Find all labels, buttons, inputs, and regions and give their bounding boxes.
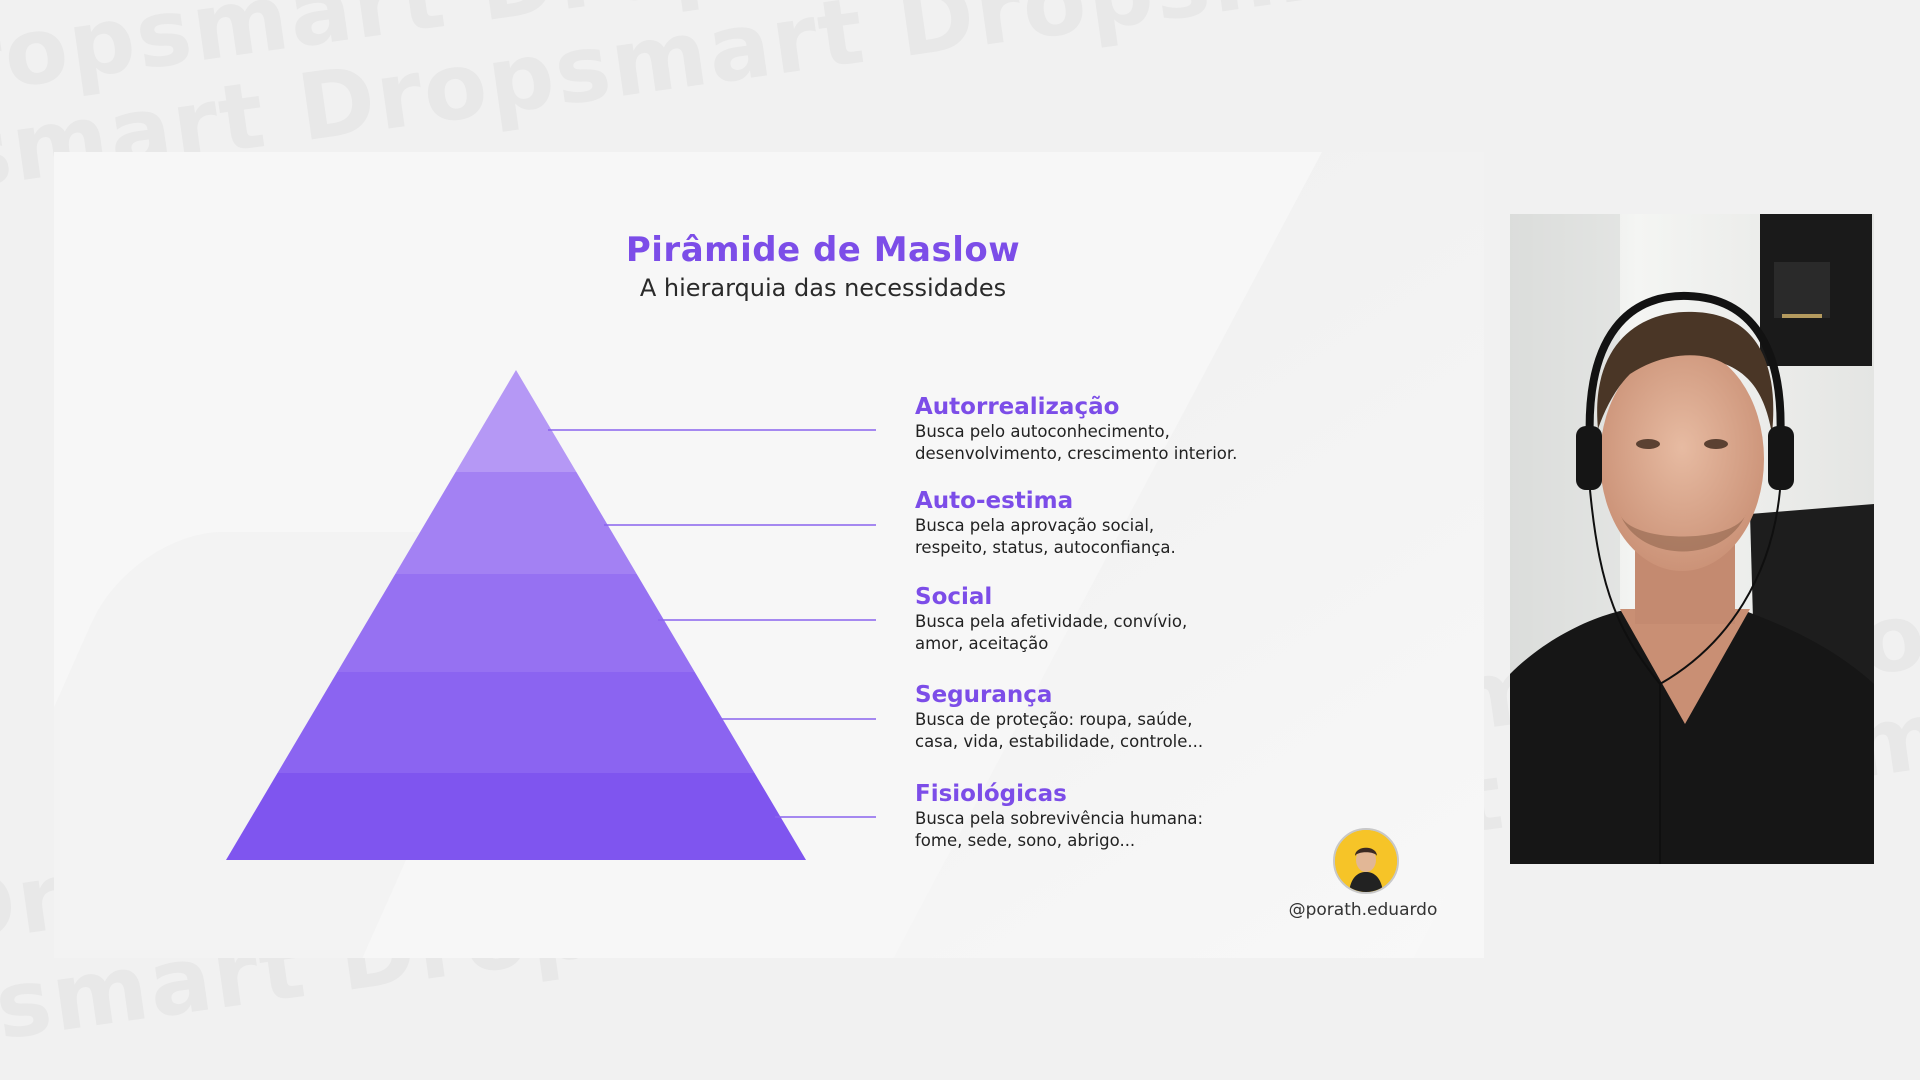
level-title: Autorrealização	[915, 394, 1120, 420]
level-description: Busca pelo autoconhecimento,	[915, 422, 1170, 441]
watermark-text: Dropsmart Dropsmart Dropsmart Dropsmart …	[0, 0, 1920, 126]
presenter-handle: @porath.eduardo	[1288, 900, 1438, 920]
level-description: amor, aceitação	[915, 634, 1049, 653]
slide-subtitle: A hierarquia das necessidades	[639, 274, 1007, 302]
presentation-slide: Pirâmide de Maslow A hierarquia das nece…	[54, 152, 1484, 958]
level-title: Segurança	[915, 682, 1053, 708]
level-title: Auto-estima	[915, 488, 1074, 514]
level-description: Busca pela afetividade, convívio,	[915, 612, 1188, 631]
pyramid-level-fisiologicas	[226, 773, 806, 860]
level-seguranca: Segurança Busca de proteção: roupa, saúd…	[915, 682, 1355, 752]
level-title: Fisiológicas	[915, 781, 1067, 807]
level-autorrealizacao: Autorrealização Busca pelo autoconhecime…	[915, 394, 1355, 464]
level-description: Busca pela aprovação social,	[915, 516, 1155, 535]
level-auto-estima: Auto-estima Busca pela aprovação social,…	[915, 488, 1355, 558]
presenter-avatar-icon	[1333, 828, 1399, 894]
level-fisiologicas: Fisiológicas Busca pela sobrevivência hu…	[915, 781, 1355, 851]
level-description: Busca de proteção: roupa, saúde,	[915, 710, 1193, 729]
level-description: fome, sede, sono, abrigo...	[915, 831, 1136, 850]
level-description: respeito, status, autoconfiança.	[915, 538, 1176, 557]
level-social: Social Busca pela afetividade, convívio,…	[915, 584, 1355, 654]
level-title: Social	[915, 584, 993, 610]
level-description: Busca pela sobrevivência humana:	[915, 809, 1204, 828]
webcam-presenter-icon	[1510, 214, 1874, 864]
slide-title: Pirâmide de Maslow	[625, 230, 1021, 270]
level-description: casa, vida, estabilidade, controle...	[915, 732, 1204, 751]
maslow-pyramid	[226, 370, 876, 860]
level-description: desenvolvimento, crescimento interior.	[915, 444, 1238, 463]
